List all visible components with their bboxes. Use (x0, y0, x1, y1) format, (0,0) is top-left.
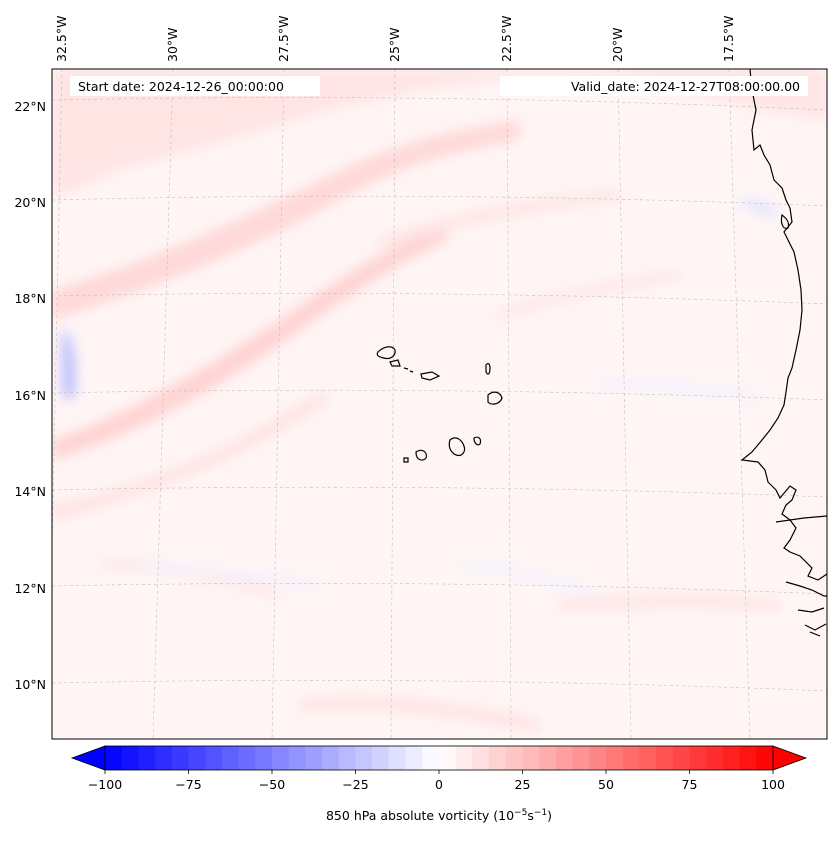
colorbar-bin (388, 746, 407, 770)
colorbar-tick-label: 50 (598, 777, 614, 792)
valid-date-box (500, 76, 808, 96)
colorbar-bin (756, 746, 774, 770)
colorbar-bin (372, 746, 390, 770)
lat-label: 18°N (14, 291, 46, 306)
colorbar-bin (305, 746, 323, 770)
lon-label: 17.5°W (721, 16, 736, 62)
colorbar-bin (405, 746, 423, 770)
lat-label: 14°N (14, 484, 46, 499)
coastline (376, 69, 827, 637)
lon-label: 30°W (165, 27, 180, 62)
colorbar-bin (455, 746, 473, 770)
colorbar-bin (522, 746, 540, 770)
colorbar-tick-label: 25 (515, 777, 531, 792)
colorbar-bin (572, 746, 590, 770)
colorbar-bin (589, 746, 607, 770)
colorbar-bin (706, 746, 724, 770)
colorbar-bin (205, 746, 223, 770)
lat-label: 10°N (14, 677, 46, 692)
lat-label: 12°N (14, 581, 46, 596)
colorbar-bin (439, 746, 457, 770)
colorbar: −100 −75 −50 −25 0 25 50 75 100 850 hPa absolute… (70, 745, 808, 823)
longitude-labels: 32.5°W 30°W 27.5°W 25°W 22.5°W 20°W 17.5… (54, 16, 736, 62)
colorbar-bin (138, 746, 156, 770)
colorbar-bin (221, 746, 240, 770)
lat-label: 16°N (14, 388, 46, 403)
colorbar-bin (639, 746, 657, 770)
colorbar-bin (555, 746, 574, 770)
colorbar-bin (171, 746, 190, 770)
colorbar-tick-label: 75 (682, 777, 698, 792)
colorbar-bin (322, 746, 340, 770)
colorbar-bin (722, 746, 741, 770)
colorbar-bin (422, 746, 440, 770)
valid-date-label: Valid_date: 2024-12-27T08:00:00.00 (571, 79, 800, 94)
colorbar-tick-label: 0 (435, 777, 443, 792)
colorbar-tick-label: −100 (88, 777, 122, 792)
map-frame (51, 68, 828, 740)
colorbar-bin (505, 746, 524, 770)
colorbar-tick-label: −25 (342, 777, 368, 792)
colorbar-bin (489, 746, 507, 770)
lat-label: 22°N (14, 99, 46, 114)
colorbar-bin (272, 746, 290, 770)
lon-label: 32.5°W (54, 16, 69, 62)
colorbar-bin (689, 746, 707, 770)
lon-label: 25°W (387, 27, 402, 62)
colorbar-tick-label: −75 (175, 777, 201, 792)
vorticity-field (52, 69, 827, 739)
colorbar-bins (105, 746, 774, 770)
colorbar-bin (238, 746, 256, 770)
colorbar-bin (188, 746, 206, 770)
colorbar-ticks: −100 −75 −50 −25 0 25 50 75 100 (88, 770, 785, 792)
colorbar-bin (472, 746, 490, 770)
colorbar-bin (622, 746, 640, 770)
lon-label: 22.5°W (499, 16, 514, 62)
colorbar-tick-label: 100 (761, 777, 785, 792)
colorbar-bin (288, 746, 306, 770)
colorbar-bin (255, 746, 273, 770)
colorbar-bin (739, 746, 757, 770)
colorbar-bin (672, 746, 691, 770)
start-date-box (70, 76, 320, 96)
colorbar-bin (606, 746, 624, 770)
colorbar-low-extend (70, 745, 106, 771)
colorbar-bin (656, 746, 674, 770)
colorbar-bin (539, 746, 557, 770)
start-date-label: Start date: 2024-12-26_00:00:00 (78, 79, 284, 94)
colorbar-bin (121, 746, 139, 770)
lon-label: 27.5°W (276, 16, 291, 62)
lat-label: 20°N (14, 195, 46, 210)
lon-label: 20°W (610, 27, 625, 62)
colorbar-bin (338, 746, 357, 770)
colorbar-bin (105, 746, 123, 770)
gridlines (52, 69, 827, 739)
colorbar-bin (355, 746, 373, 770)
latitude-labels: 22°N 20°N 18°N 16°N 14°N 12°N 10°N (14, 99, 46, 692)
colorbar-tick-label: −50 (259, 777, 285, 792)
colorbar-high-extend (772, 745, 808, 771)
colorbar-label: 850 hPa absolute vorticity (10−5s−1) (326, 808, 552, 823)
colorbar-bin (155, 746, 173, 770)
